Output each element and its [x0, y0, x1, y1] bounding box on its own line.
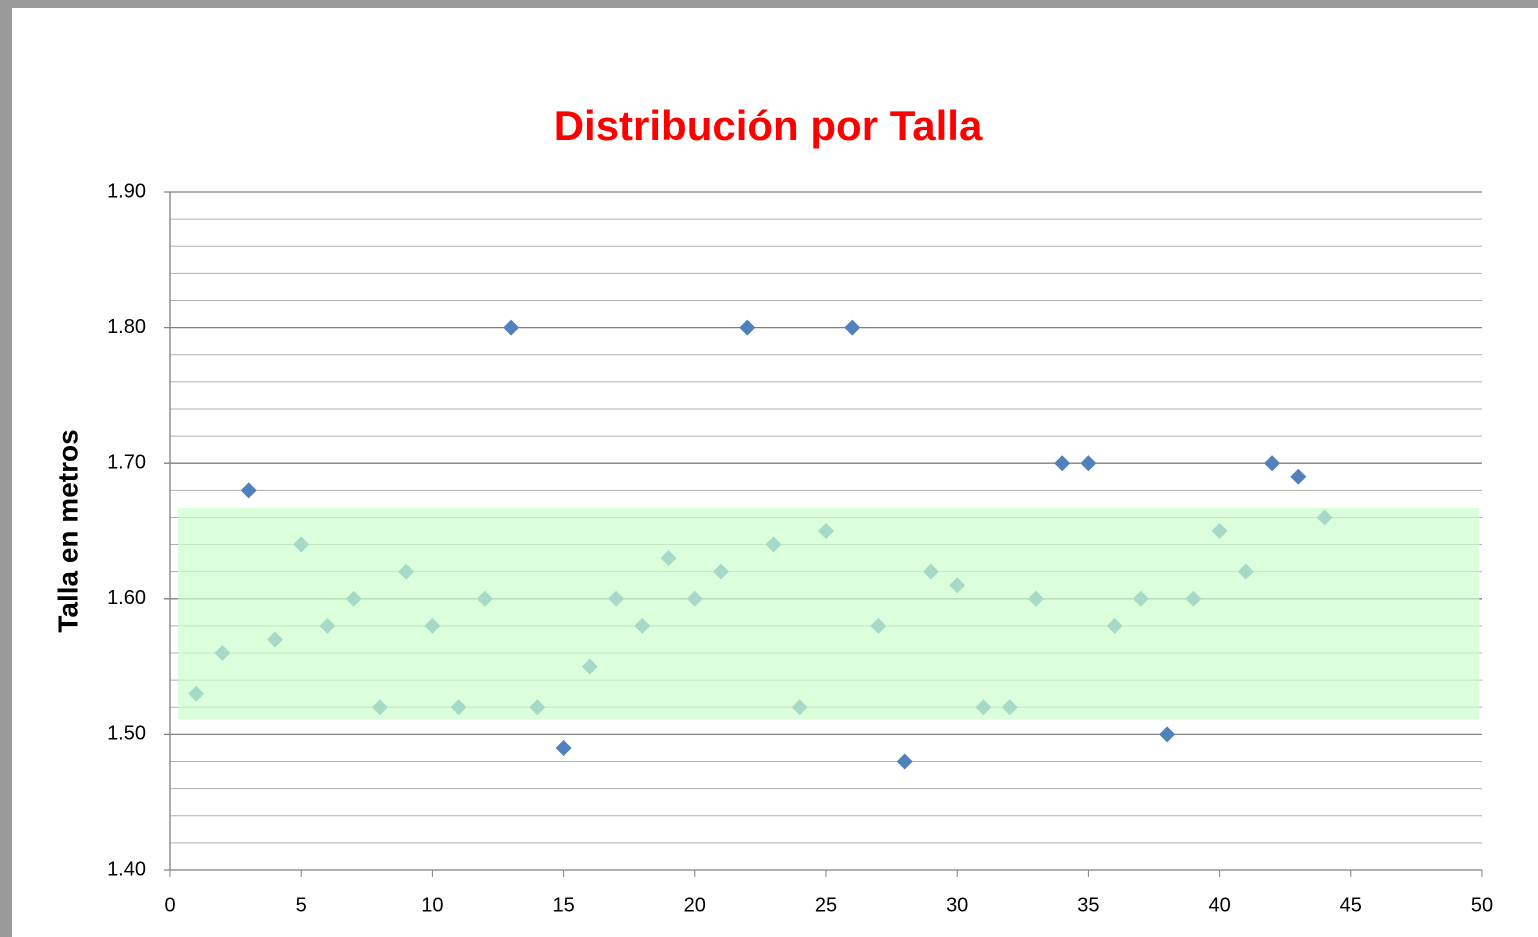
point: [555, 739, 572, 756]
point: [739, 319, 756, 336]
y-tick-label: 1.50: [107, 723, 146, 745]
highlight-band: [177, 507, 1480, 720]
point: [1080, 455, 1097, 472]
x-tick-label: 50: [1471, 894, 1493, 916]
x-tick-label: 25: [815, 894, 837, 916]
x-tick-label: 5: [296, 894, 307, 916]
y-axis-label: Talla en metros: [52, 429, 83, 632]
point: [1290, 468, 1307, 485]
x-tick-label: 40: [1208, 894, 1230, 916]
x-tick-label: 35: [1077, 894, 1099, 916]
y-tick-label: 1.40: [107, 858, 146, 880]
chart-title: Distribución por Talla: [554, 102, 983, 149]
point: [1264, 455, 1281, 472]
point: [503, 319, 520, 336]
y-tick-label: 1.60: [107, 587, 146, 609]
x-tick-label: 20: [684, 894, 706, 916]
x-tick-label: 45: [1340, 894, 1362, 916]
y-tick-label: 1.80: [107, 316, 146, 338]
point: [896, 753, 913, 770]
x-tick-label: 15: [552, 894, 574, 916]
point: [1159, 726, 1176, 743]
chart-area: [12, 8, 1538, 937]
y-tick-label: 1.90: [107, 180, 146, 202]
y-tick-label: 1.70: [107, 451, 146, 473]
point: [1054, 455, 1071, 472]
point: [844, 319, 861, 336]
point: [240, 482, 257, 499]
x-tick-label: 10: [421, 894, 443, 916]
x-tick-label: 30: [946, 894, 968, 916]
x-tick-label: 0: [164, 894, 175, 916]
